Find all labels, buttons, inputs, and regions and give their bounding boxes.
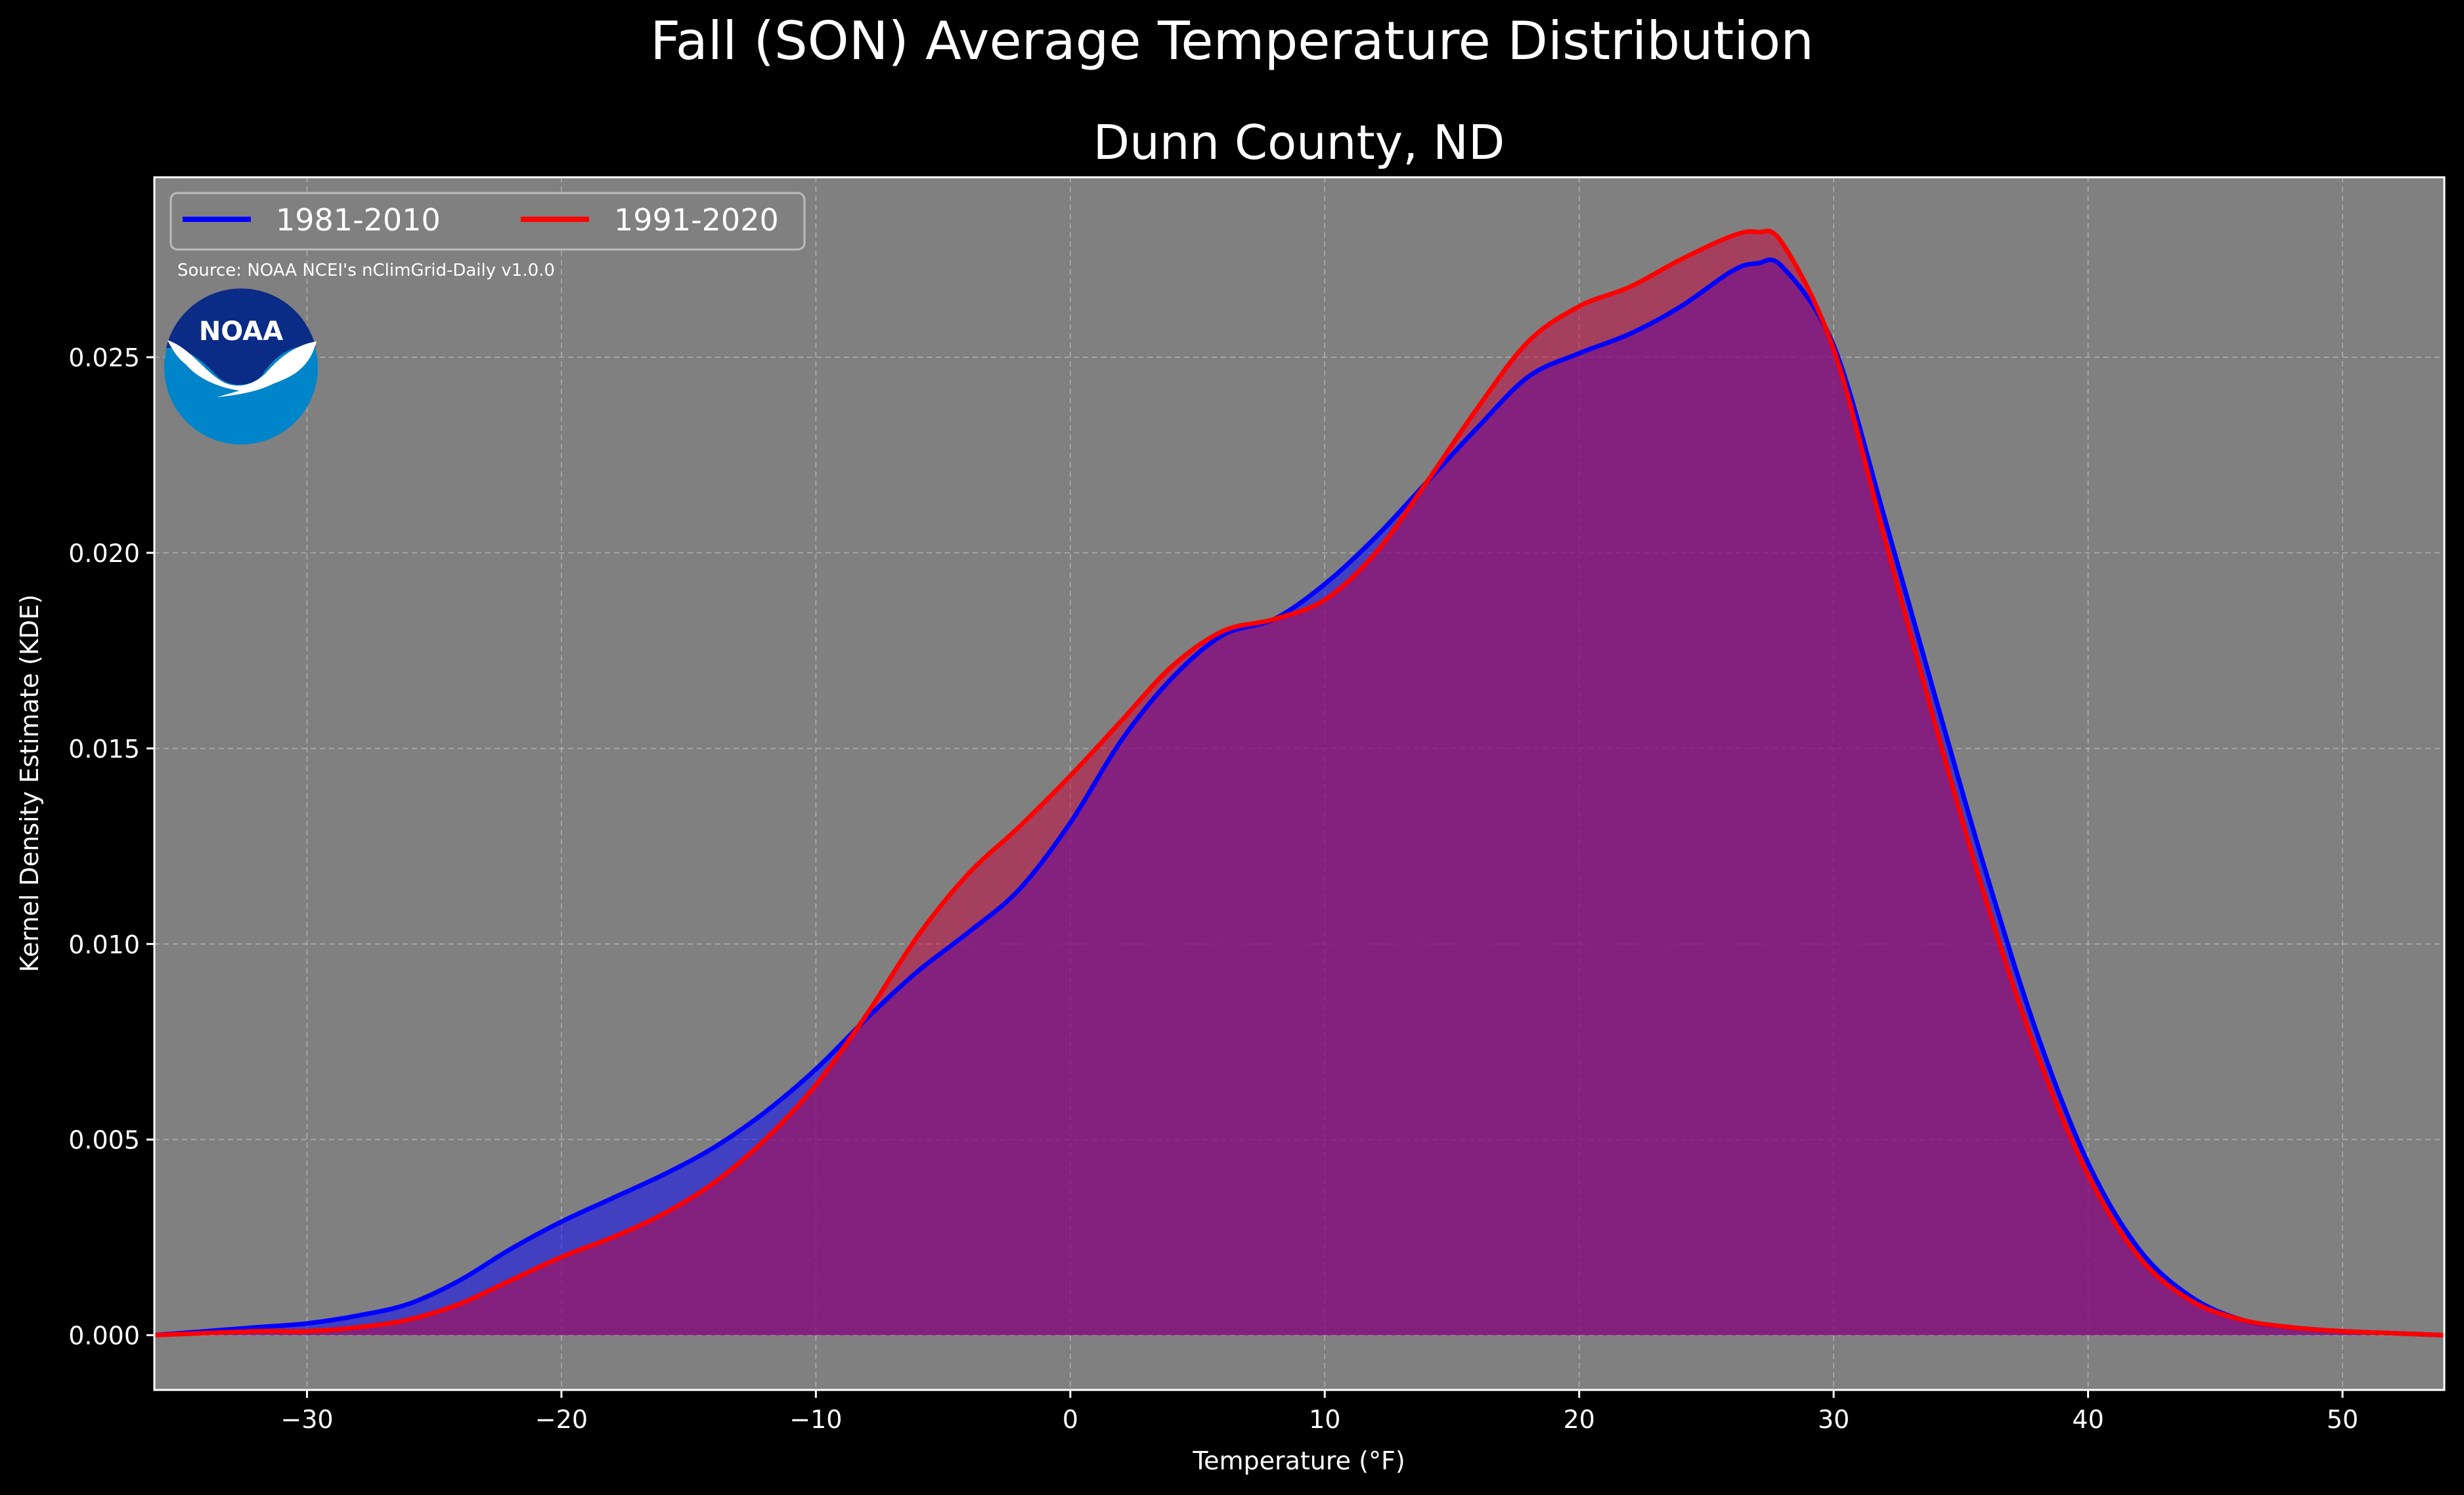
area-1991-2020 (154, 230, 2444, 1335)
x-tick-label: 30 (1818, 1405, 1849, 1434)
y-tick-label: 0.025 (68, 343, 140, 372)
logo-upper-half (166, 288, 316, 385)
x-tick-label: −20 (535, 1405, 588, 1434)
y-tick-label: 0.020 (68, 539, 140, 568)
x-tick-label: 0 (1063, 1405, 1078, 1434)
line-1991-2020 (154, 228, 2445, 1338)
y-axis-ticks: 0.000 0.005 0.010 0.015 0.020 0.025 (68, 343, 154, 1351)
logo-seagull-icon (167, 340, 317, 397)
plot-frame (153, 176, 2446, 1391)
x-tick-label: 10 (1309, 1405, 1340, 1434)
noaa-logo: NOAA (164, 288, 318, 444)
x-tick-label: 40 (2072, 1405, 2103, 1434)
y-tick-label: 0.015 (68, 735, 140, 764)
x-tick-label: −10 (789, 1405, 842, 1434)
legend-label-1981-2010: 1981-2010 (276, 202, 441, 238)
y-tick-label: 0.005 (68, 1126, 140, 1155)
source-note: Source: NOAA NCEI's nClimGrid-Daily v1.0… (177, 261, 555, 280)
y-tick-label: 0.000 (68, 1322, 140, 1351)
legend-label-1991-2020: 1991-2020 (614, 202, 779, 238)
suptitle: Fall (SON) Average Temperature Distribut… (650, 11, 1814, 72)
legend-box (169, 192, 806, 251)
y-tick-label: 0.010 (68, 930, 140, 959)
series-layer (154, 228, 2445, 1338)
chart-title: Dunn County, ND (1093, 115, 1505, 170)
y-axis-label: Kernel Density Estimate (KDE) (15, 594, 44, 972)
x-axis-ticks: −30 −20 −10 0 10 20 30 40 50 (280, 1390, 2358, 1434)
x-tick-label: 50 (2327, 1405, 2358, 1434)
x-tick-label: −30 (280, 1405, 333, 1434)
x-axis-label: Temperature (°F) (1192, 1446, 1405, 1475)
logo-text: NOAA (199, 316, 283, 347)
line-1981-2010 (154, 257, 2445, 1338)
x-tick-label: 20 (1564, 1405, 1595, 1434)
legend: 1981-2010 1991-2020 (169, 192, 806, 251)
